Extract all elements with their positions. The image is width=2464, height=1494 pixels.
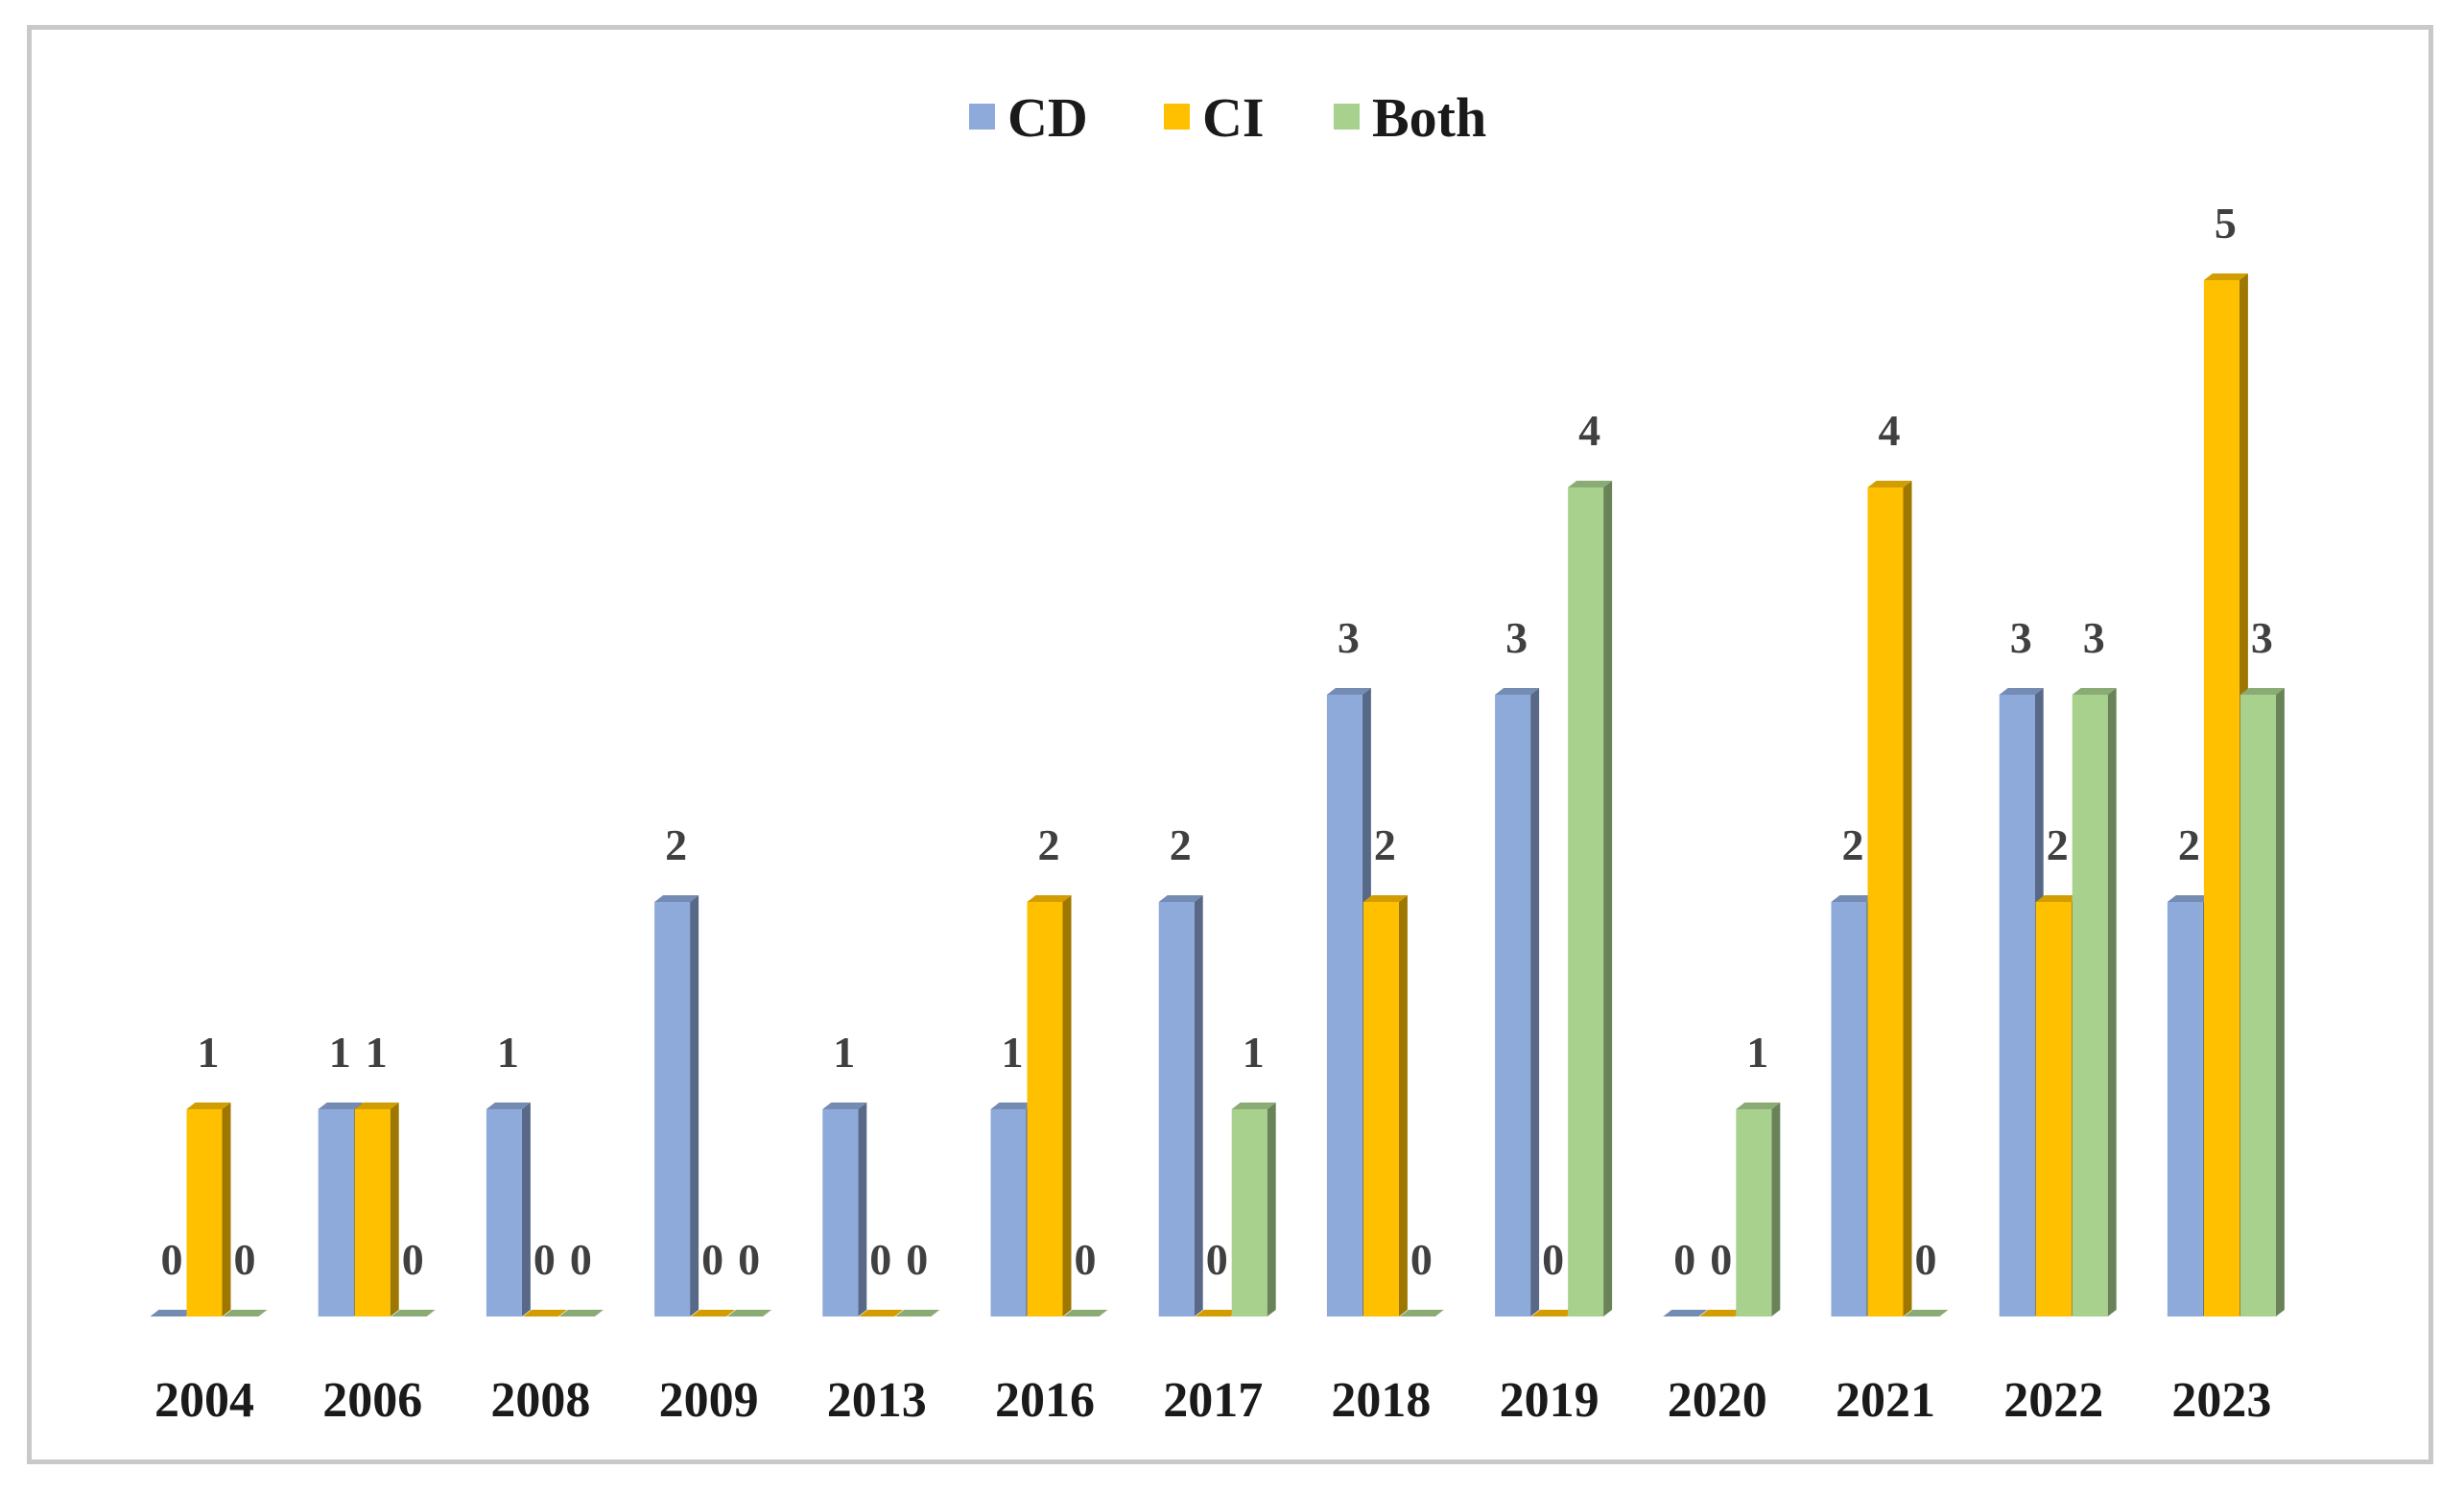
data-label-both-2022: 3 xyxy=(2083,613,2105,662)
x-tick-label-2020: 2020 xyxy=(1668,1373,1767,1428)
bar-both-2022 xyxy=(2072,688,2117,1316)
data-label-both-2013: 0 xyxy=(906,1235,928,1284)
x-tick-label-2017: 2017 xyxy=(1163,1373,1263,1428)
x-tick-label-2022: 2022 xyxy=(2003,1373,2103,1428)
data-label-ci-2018: 2 xyxy=(1374,820,1396,869)
bar-cd-2020 xyxy=(1663,1310,1708,1316)
bar-ci-2004 xyxy=(186,1103,231,1316)
data-label-cd-2022: 3 xyxy=(2010,613,2032,662)
data-label-both-2008: 0 xyxy=(570,1235,592,1284)
data-label-cd-2008: 1 xyxy=(497,1028,519,1077)
x-tick-label-2018: 2018 xyxy=(1331,1373,1431,1428)
legend-item-cd: CD xyxy=(969,86,1088,149)
legend-label-ci: CI xyxy=(1202,86,1264,149)
data-label-both-2018: 0 xyxy=(1410,1235,1433,1284)
bar-cd-2019 xyxy=(1495,688,1540,1316)
data-label-both-2017: 1 xyxy=(1243,1028,1265,1077)
bar-cd-2009 xyxy=(654,895,699,1316)
bar-cd-2017 xyxy=(1158,895,1203,1316)
x-tick-label-2016: 2016 xyxy=(995,1373,1095,1428)
bar-ci-2017 xyxy=(1195,1310,1240,1316)
data-label-cd-2006: 1 xyxy=(329,1028,351,1077)
bar-series-group xyxy=(150,273,2285,1316)
data-label-cd-2009: 2 xyxy=(665,820,687,869)
x-tick-label-2021: 2021 xyxy=(1836,1373,1935,1428)
x-tick-label-2008: 2008 xyxy=(490,1373,590,1428)
data-label-ci-2019: 0 xyxy=(1542,1235,1564,1284)
bar-ci-2023 xyxy=(2203,273,2248,1316)
data-label-ci-2013: 0 xyxy=(869,1235,891,1284)
data-label-cd-2018: 3 xyxy=(1338,613,1360,662)
data-label-ci-2009: 0 xyxy=(701,1235,723,1284)
data-label-both-2019: 4 xyxy=(1578,406,1600,455)
x-tick-label-2009: 2009 xyxy=(659,1373,759,1428)
legend: CD CI Both xyxy=(969,86,1486,149)
x-tick-label-2013: 2013 xyxy=(827,1373,927,1428)
x-tick-label-2023: 2023 xyxy=(2171,1373,2271,1428)
bar-both-2016 xyxy=(1063,1310,1108,1316)
bar-ci-2018 xyxy=(1362,895,1408,1316)
data-label-both-2009: 0 xyxy=(738,1235,760,1284)
bar-ci-2013 xyxy=(859,1310,904,1316)
data-label-both-2016: 0 xyxy=(1075,1235,1097,1284)
bar-both-2018 xyxy=(1399,1310,1444,1316)
bar-cd-2008 xyxy=(486,1103,531,1316)
data-label-both-2023: 3 xyxy=(2251,613,2273,662)
data-label-ci-2021: 4 xyxy=(1879,406,1901,455)
bar-ci-2019 xyxy=(1531,1310,1576,1316)
data-label-both-2004: 0 xyxy=(234,1235,256,1284)
legend-label-both: Both xyxy=(1372,86,1486,149)
x-tick-label-2006: 2006 xyxy=(322,1373,422,1428)
data-label-both-2020: 1 xyxy=(1746,1028,1768,1077)
bar-both-2009 xyxy=(727,1310,772,1316)
legend-swatch-ci xyxy=(1164,104,1190,130)
legend-label-cd: CD xyxy=(1007,86,1088,149)
legend-item-ci: CI xyxy=(1164,86,1264,149)
bar-both-2006 xyxy=(391,1310,436,1316)
x-tick-label-2019: 2019 xyxy=(1500,1373,1599,1428)
data-label-cd-2004: 0 xyxy=(161,1235,183,1284)
bar-both-2013 xyxy=(895,1310,940,1316)
legend-swatch-both xyxy=(1334,104,1360,130)
bar-both-2023 xyxy=(2239,688,2285,1316)
data-label-cd-2013: 1 xyxy=(833,1028,855,1077)
bar-cd-2013 xyxy=(822,1103,867,1316)
data-label-cd-2016: 1 xyxy=(1002,1028,1024,1077)
x-tick-label-2004: 2004 xyxy=(154,1373,254,1428)
bar-ci-2021 xyxy=(1867,481,1912,1316)
bar-both-2020 xyxy=(1736,1103,1781,1316)
bar-ci-2020 xyxy=(1699,1310,1744,1316)
data-label-both-2006: 0 xyxy=(402,1235,424,1284)
data-label-ci-2004: 1 xyxy=(198,1028,220,1077)
bar-both-2004 xyxy=(223,1310,268,1316)
data-label-ci-2006: 1 xyxy=(366,1028,388,1077)
bar-ci-2016 xyxy=(1027,895,1072,1316)
bar-both-2008 xyxy=(558,1310,604,1316)
bar-both-2017 xyxy=(1231,1103,1276,1316)
bar-ci-2009 xyxy=(691,1310,736,1316)
data-label-ci-2017: 0 xyxy=(1206,1235,1228,1284)
x-axis-tick-labels: 2004 2006 2008 2009 2013 2016 2017 2018 2019 2020… xyxy=(154,1373,2271,1428)
data-label-ci-2008: 0 xyxy=(533,1235,556,1284)
data-label-cd-2017: 2 xyxy=(1170,820,1192,869)
data-label-cd-2019: 3 xyxy=(1505,613,1528,662)
bar-ci-2008 xyxy=(522,1310,567,1316)
bar-both-2021 xyxy=(1904,1310,1949,1316)
data-label-cd-2021: 2 xyxy=(1842,820,1864,869)
bar-ci-2006 xyxy=(354,1103,399,1316)
bar-both-2019 xyxy=(1568,481,1613,1316)
legend-item-both: Both xyxy=(1334,86,1486,149)
data-label-cd-2020: 0 xyxy=(1673,1235,1695,1284)
data-label-ci-2016: 2 xyxy=(1038,820,1060,869)
bar-cd-2004 xyxy=(150,1310,195,1316)
data-label-ci-2022: 2 xyxy=(2047,820,2069,869)
data-label-ci-2020: 0 xyxy=(1710,1235,1732,1284)
data-label-cd-2023: 2 xyxy=(2178,820,2200,869)
legend-swatch-cd xyxy=(969,104,995,130)
data-label-ci-2023: 5 xyxy=(2215,199,2237,248)
data-label-both-2021: 0 xyxy=(1915,1235,1937,1284)
